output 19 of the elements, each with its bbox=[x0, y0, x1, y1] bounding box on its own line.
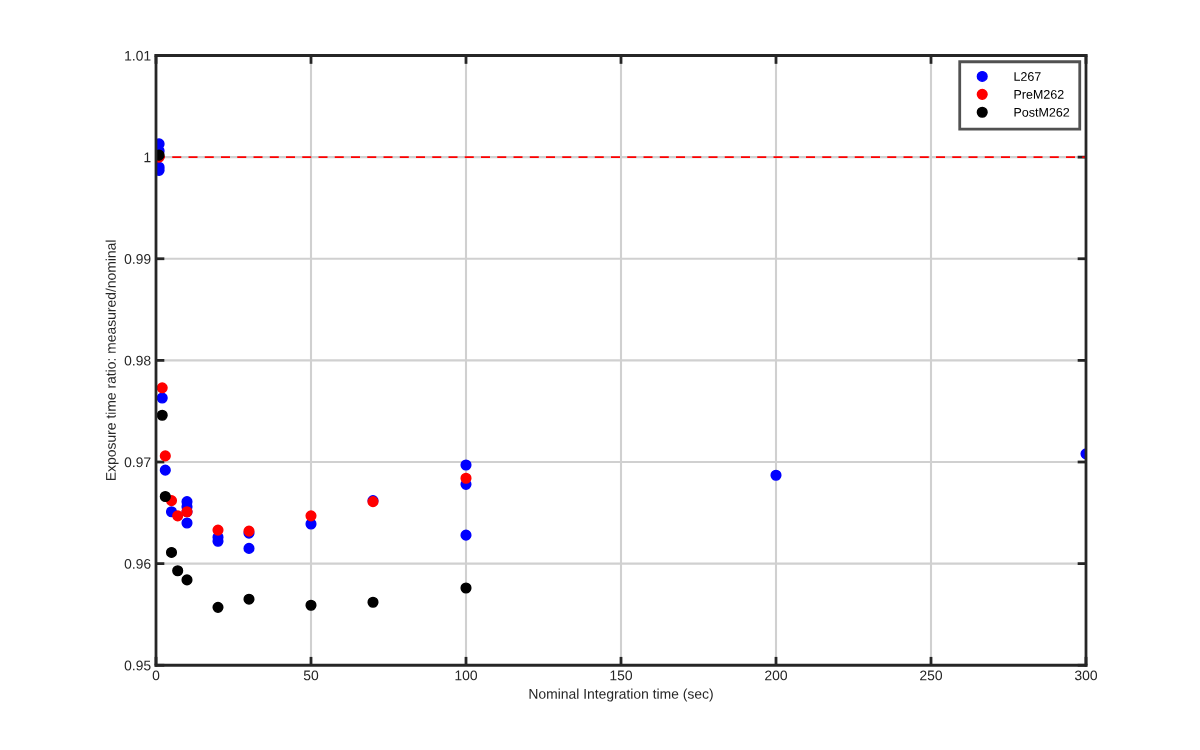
legend-label: PostM262 bbox=[1014, 107, 1070, 117]
legend-label: PreM262 bbox=[1014, 89, 1064, 99]
y-tick-label: 0.99 bbox=[124, 254, 151, 264]
x-axis-title: Nominal Integration time (sec) bbox=[529, 688, 713, 702]
y-tick-label: 0.98 bbox=[124, 355, 151, 366]
y-tick-label: 0.97 bbox=[124, 457, 151, 468]
y-tick-label: 1 bbox=[144, 152, 151, 163]
legend-label: L267 bbox=[1014, 72, 1041, 81]
y-axis-title: Exposure time ratio: measured/nominal bbox=[105, 240, 119, 481]
x-tick-label: 300 bbox=[1074, 670, 1098, 681]
y-tick-label: 1.01 bbox=[125, 50, 151, 61]
x-tick-label: 200 bbox=[765, 670, 788, 681]
x-tick-label: 100 bbox=[455, 670, 478, 681]
y-tick-label: 0.96 bbox=[124, 558, 151, 569]
x-tick-label: 0 bbox=[152, 670, 160, 681]
x-tick-label: 250 bbox=[920, 670, 943, 681]
x-tick-label: 50 bbox=[303, 670, 319, 681]
y-tick-label: 0.95 bbox=[124, 660, 151, 671]
x-tick-label: 150 bbox=[610, 670, 633, 681]
